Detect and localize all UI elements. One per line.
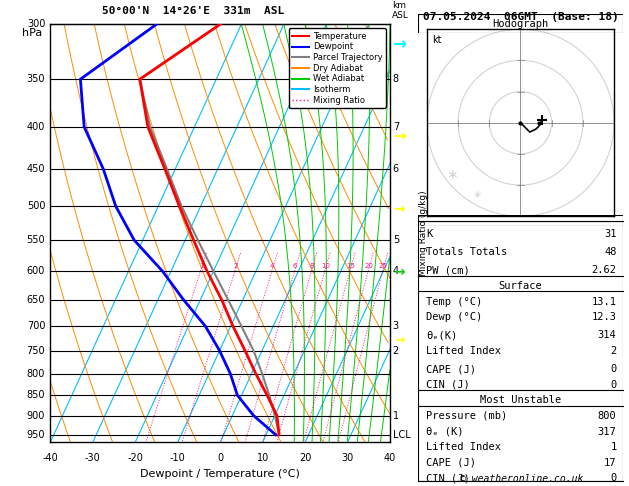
Text: 0: 0 <box>217 453 223 463</box>
Text: 2: 2 <box>233 263 238 269</box>
Text: 30: 30 <box>342 453 353 463</box>
Text: →: → <box>394 334 404 347</box>
Text: 5: 5 <box>392 235 399 245</box>
Text: 1: 1 <box>392 411 399 420</box>
Text: Temp (°C): Temp (°C) <box>426 296 482 307</box>
Text: PW (cm): PW (cm) <box>426 265 470 276</box>
Text: LCL: LCL <box>392 430 411 440</box>
Text: 0: 0 <box>610 473 616 484</box>
Text: 31: 31 <box>604 229 616 239</box>
Text: -10: -10 <box>170 453 186 463</box>
Text: 40: 40 <box>384 453 396 463</box>
Text: 13.1: 13.1 <box>592 296 616 307</box>
Text: Dewpoint / Temperature (°C): Dewpoint / Temperature (°C) <box>140 469 300 479</box>
Text: 12.3: 12.3 <box>592 312 616 322</box>
Text: →: → <box>394 202 405 216</box>
Text: 6: 6 <box>293 263 298 269</box>
Text: Lifted Index: Lifted Index <box>426 442 501 452</box>
Text: θₑ(K): θₑ(K) <box>426 330 458 340</box>
Text: 20: 20 <box>364 263 373 269</box>
Text: 8: 8 <box>309 263 314 269</box>
Text: K: K <box>426 229 433 239</box>
Text: 2: 2 <box>610 346 616 356</box>
Text: 317: 317 <box>598 427 616 436</box>
Text: Surface: Surface <box>499 281 542 291</box>
Text: CAPE (J): CAPE (J) <box>426 458 476 468</box>
Text: θₑ (K): θₑ (K) <box>426 427 464 436</box>
Text: Dewp (°C): Dewp (°C) <box>426 312 482 322</box>
Text: 7: 7 <box>392 122 399 132</box>
Text: 10: 10 <box>321 263 330 269</box>
Text: 1: 1 <box>199 263 203 269</box>
Text: km
ASL: km ASL <box>392 0 409 20</box>
Text: CIN (J): CIN (J) <box>426 380 470 390</box>
Text: 20: 20 <box>299 453 311 463</box>
Text: 1: 1 <box>610 442 616 452</box>
Text: 850: 850 <box>26 390 45 400</box>
Text: 8: 8 <box>392 74 399 84</box>
Text: 07.05.2024  06GMT  (Base: 18): 07.05.2024 06GMT (Base: 18) <box>423 12 618 22</box>
Text: Lifted Index: Lifted Index <box>426 346 501 356</box>
Text: -20: -20 <box>127 453 143 463</box>
Text: →: → <box>394 265 405 279</box>
Text: 314: 314 <box>598 330 616 340</box>
Text: Mixing Ratio (g/kg): Mixing Ratio (g/kg) <box>420 191 428 276</box>
Text: 750: 750 <box>26 346 45 356</box>
Text: →: → <box>392 35 406 53</box>
Text: 700: 700 <box>26 321 45 331</box>
Text: CAPE (J): CAPE (J) <box>426 364 476 374</box>
Text: 3: 3 <box>392 321 399 331</box>
Text: 4: 4 <box>270 263 274 269</box>
Text: 2.62: 2.62 <box>592 265 616 276</box>
Text: 950: 950 <box>26 430 45 440</box>
Text: 50°00'N  14°26'E  331m  ASL: 50°00'N 14°26'E 331m ASL <box>102 6 284 16</box>
Text: 25: 25 <box>379 263 387 269</box>
Text: 800: 800 <box>598 411 616 421</box>
Text: 15: 15 <box>346 263 355 269</box>
Text: 500: 500 <box>26 201 45 211</box>
Text: 350: 350 <box>26 74 45 84</box>
Text: 10: 10 <box>257 453 269 463</box>
Text: 4: 4 <box>392 266 399 276</box>
Text: 2: 2 <box>392 346 399 356</box>
Text: 17: 17 <box>604 458 616 468</box>
Text: Totals Totals: Totals Totals <box>426 247 508 257</box>
Text: Hodograph: Hodograph <box>493 19 548 30</box>
Text: © weatheronline.co.uk: © weatheronline.co.uk <box>460 473 584 484</box>
Text: 0: 0 <box>610 364 616 374</box>
Text: Most Unstable: Most Unstable <box>480 395 561 405</box>
Text: 400: 400 <box>27 122 45 132</box>
Text: $\ast$: $\ast$ <box>446 168 458 182</box>
Text: Pressure (mb): Pressure (mb) <box>426 411 508 421</box>
Text: 48: 48 <box>604 247 616 257</box>
Text: hPa: hPa <box>21 29 42 38</box>
Text: -40: -40 <box>42 453 58 463</box>
Text: →: → <box>393 129 406 143</box>
Text: 0: 0 <box>610 380 616 390</box>
Text: kt: kt <box>433 35 442 45</box>
Legend: Temperature, Dewpoint, Parcel Trajectory, Dry Adiabat, Wet Adiabat, Isotherm, Mi: Temperature, Dewpoint, Parcel Trajectory… <box>289 29 386 108</box>
Text: -30: -30 <box>85 453 101 463</box>
Text: 650: 650 <box>26 295 45 305</box>
Text: 600: 600 <box>27 266 45 276</box>
Text: 300: 300 <box>27 19 45 29</box>
Text: 450: 450 <box>26 164 45 174</box>
Text: 800: 800 <box>27 369 45 379</box>
Text: CIN (J): CIN (J) <box>426 473 470 484</box>
Text: 6: 6 <box>392 164 399 174</box>
Text: 550: 550 <box>26 235 45 245</box>
Text: 900: 900 <box>27 411 45 420</box>
Text: $\ast$: $\ast$ <box>472 189 482 200</box>
